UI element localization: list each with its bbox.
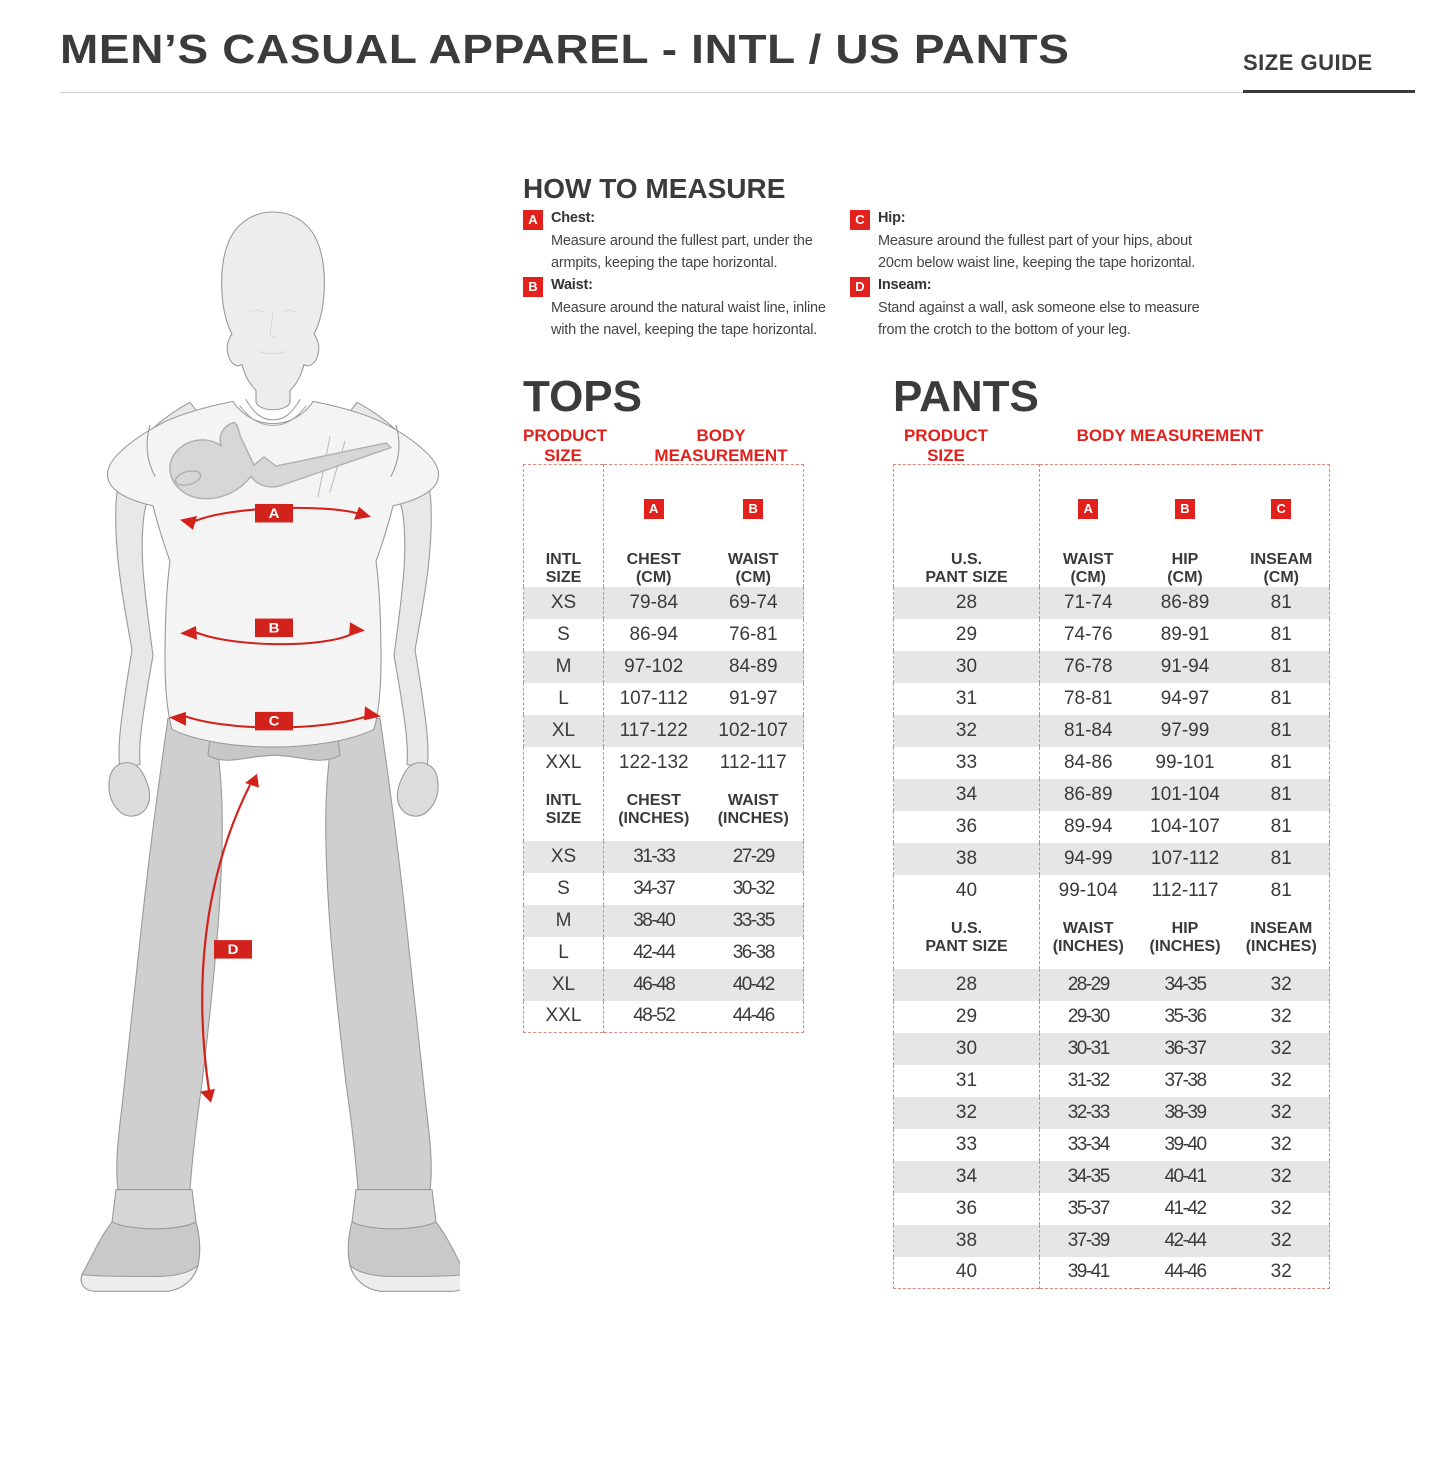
svg-text:A: A [269,506,280,521]
svg-text:C: C [269,714,280,729]
svg-text:B: B [269,621,280,636]
svg-text:D: D [228,942,239,957]
